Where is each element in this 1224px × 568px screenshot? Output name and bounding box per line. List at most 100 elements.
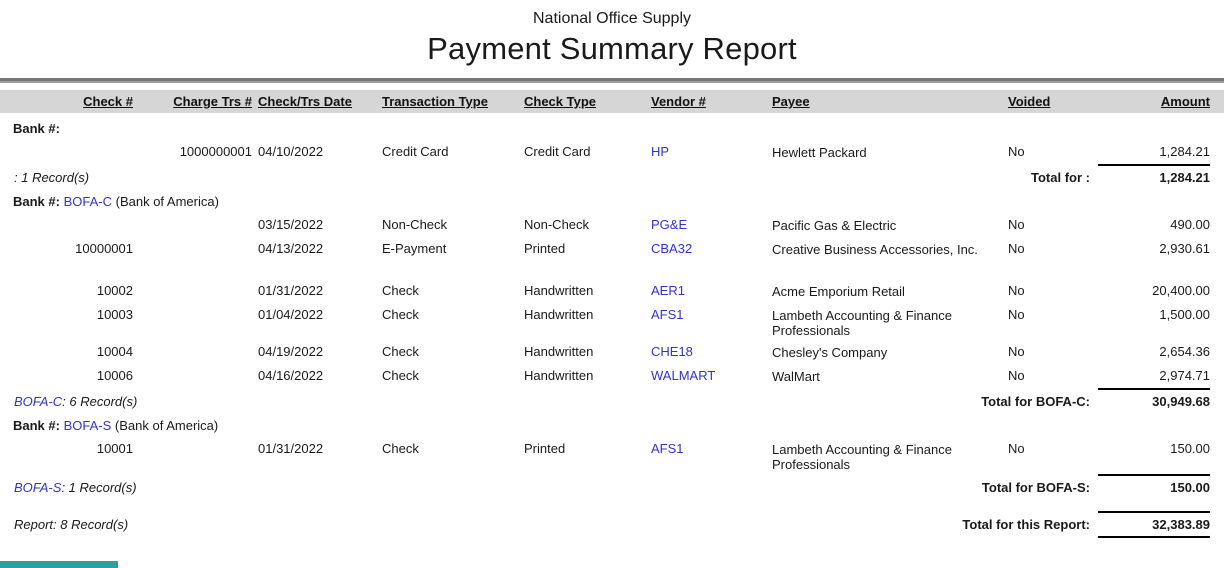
cell-transaction-type: Check xyxy=(382,441,419,456)
group-total-amount: 1,284.21 xyxy=(1159,170,1210,185)
cell-date: 04/19/2022 xyxy=(258,344,324,359)
bank-code-link[interactable]: BOFA-S xyxy=(14,480,62,495)
bank-group-bofa-s: Bank #: BOFA-S (Bank of America) 10001 0… xyxy=(0,415,1224,499)
column-header-voided[interactable]: Voided xyxy=(1008,94,1051,109)
cell-transaction-type: Check xyxy=(382,368,419,383)
cell-payee: Chesley's Company xyxy=(772,345,888,360)
bank-group-header: Bank #: BOFA-C (Bank of America) xyxy=(0,191,1224,213)
footer-accent-bar xyxy=(0,561,118,568)
cell-amount: 490.00 xyxy=(1170,217,1210,232)
cell-check-type: Handwritten xyxy=(524,344,594,359)
cell-payee: Creative Business Accessories, Inc. xyxy=(772,242,978,257)
cell-charge-trs-no xyxy=(133,340,252,342)
cell-charge-trs-no xyxy=(133,213,252,215)
bank-code-link[interactable]: BOFA-C xyxy=(14,394,63,409)
table-row: 10000001 04/13/2022 E-Payment Printed CB… xyxy=(0,237,1224,261)
cell-amount: 1,284.21 xyxy=(1159,144,1210,159)
cell-voided: No xyxy=(1008,344,1025,359)
bank-group-header: Bank #: xyxy=(0,118,1224,140)
vendor-link[interactable]: WALMART xyxy=(651,368,716,383)
cell-check-no: 10002 xyxy=(96,283,133,298)
column-header-check-no[interactable]: Check # xyxy=(83,94,133,109)
bank-code-link[interactable]: BOFA-S xyxy=(63,418,112,433)
cell-date: 01/04/2022 xyxy=(258,307,324,322)
cell-payee: Acme Emporium Retail xyxy=(772,284,905,299)
cell-check-type: Handwritten xyxy=(524,283,594,298)
group-total-amount: 30,949.68 xyxy=(1152,394,1210,409)
cell-transaction-type: Check xyxy=(382,283,419,298)
cell-amount: 2,930.61 xyxy=(1159,241,1210,256)
cell-check-type: Handwritten xyxy=(524,307,594,322)
cell-voided: No xyxy=(1008,283,1025,298)
cell-check-type: Credit Card xyxy=(524,144,591,159)
group-total-label: Total for : xyxy=(1031,170,1090,185)
column-header-check-type[interactable]: Check Type xyxy=(524,94,597,109)
company-name: National Office Supply xyxy=(532,10,691,27)
cell-date: 01/31/2022 xyxy=(258,441,324,456)
group-total-rule xyxy=(1098,164,1210,166)
table-row: 10002 01/31/2022 Check Handwritten AER1 … xyxy=(0,279,1224,303)
group-total-rule xyxy=(1098,474,1210,476)
vendor-link[interactable]: PG&E xyxy=(651,217,688,232)
cell-check-type: Non-Check xyxy=(524,217,590,232)
bank-name: (Bank of America) xyxy=(115,194,219,209)
cell-voided: No xyxy=(1008,241,1025,256)
cell-check-no: 10003 xyxy=(96,307,133,322)
cell-check-no: 10004 xyxy=(96,344,133,359)
cell-charge-trs-no xyxy=(133,279,252,281)
bank-label: Bank #: xyxy=(13,121,60,136)
cell-payee: WalMart xyxy=(772,369,820,384)
cell-check-type: Printed xyxy=(524,441,566,456)
column-header-charge-trs-no[interactable]: Charge Trs # xyxy=(173,94,252,109)
column-header-transaction-type[interactable]: Transaction Type xyxy=(382,94,488,109)
cell-date: 04/13/2022 xyxy=(258,241,324,256)
cell-charge-trs-no xyxy=(133,437,252,439)
vendor-link[interactable]: AFS1 xyxy=(651,441,684,456)
cell-transaction-type: Check xyxy=(382,344,419,359)
cell-check-no: 10000001 xyxy=(75,241,133,256)
column-header-payee[interactable]: Payee xyxy=(772,94,810,109)
column-header-check-trs-date[interactable]: Check/Trs Date xyxy=(258,94,352,109)
column-header-amount[interactable]: Amount xyxy=(1160,94,1210,109)
table-row: 10001 01/31/2022 Check Printed AFS1 Lamb… xyxy=(0,437,1224,474)
cell-date: 04/10/2022 xyxy=(258,144,324,159)
bank-name: (Bank of America) xyxy=(114,418,219,433)
cell-amount: 20,400.00 xyxy=(1152,283,1210,298)
report-total-rule-bottom xyxy=(1098,536,1210,538)
vendor-link[interactable]: CHE18 xyxy=(651,344,693,359)
report-summary: Report: 8 Record(s) Total for this Repor… xyxy=(0,499,1224,538)
table-row: 03/15/2022 Non-Check Non-Check PG&E Paci… xyxy=(0,213,1224,237)
group-record-count: : 1 Record(s) xyxy=(14,170,90,185)
group-total-rule xyxy=(1098,388,1210,390)
vendor-link[interactable]: AER1 xyxy=(651,283,685,298)
group-total-row: BOFA-C: 6 Record(s) Total for BOFA-C: 30… xyxy=(0,390,1224,413)
cell-charge-trs-no xyxy=(133,364,252,366)
cell-transaction-type: Non-Check xyxy=(382,217,448,232)
row-gap xyxy=(0,261,1224,279)
cell-check-type: Printed xyxy=(524,241,566,256)
report-title: Payment Summary Report xyxy=(427,31,797,66)
bank-code-link[interactable]: BOFA-C xyxy=(63,194,112,209)
report-header: National Office Supply Payment Summary R… xyxy=(0,0,1224,69)
column-header-vendor-no[interactable]: Vendor # xyxy=(651,94,706,109)
cell-charge-trs-no xyxy=(133,237,252,239)
cell-payee: Pacific Gas & Electric xyxy=(772,218,897,233)
vendor-link[interactable]: HP xyxy=(651,144,670,159)
bank-group-blank: Bank #: 1000000001 04/10/2022 Credit Car… xyxy=(0,118,1224,189)
table-row: 10004 04/19/2022 Check Handwritten CHE18… xyxy=(0,340,1224,364)
cell-check-type: Handwritten xyxy=(524,368,594,383)
bank-label: Bank #: xyxy=(13,418,60,433)
cell-amount: 2,654.36 xyxy=(1159,344,1210,359)
vendor-link[interactable]: AFS1 xyxy=(651,307,684,322)
title-divider xyxy=(0,78,1224,83)
cell-transaction-type: Credit Card xyxy=(382,144,449,159)
cell-date: 01/31/2022 xyxy=(258,283,324,298)
vendor-link[interactable]: CBA32 xyxy=(651,241,693,256)
cell-payee: Hewlett Packard xyxy=(772,145,867,160)
cell-voided: No xyxy=(1008,441,1025,456)
group-record-count: BOFA-C: 6 Record(s) xyxy=(14,394,138,409)
cell-voided: No xyxy=(1008,217,1025,232)
table-row: 10006 04/16/2022 Check Handwritten WALMA… xyxy=(0,364,1224,388)
cell-date: 04/16/2022 xyxy=(258,368,324,383)
cell-check-no xyxy=(0,140,133,142)
